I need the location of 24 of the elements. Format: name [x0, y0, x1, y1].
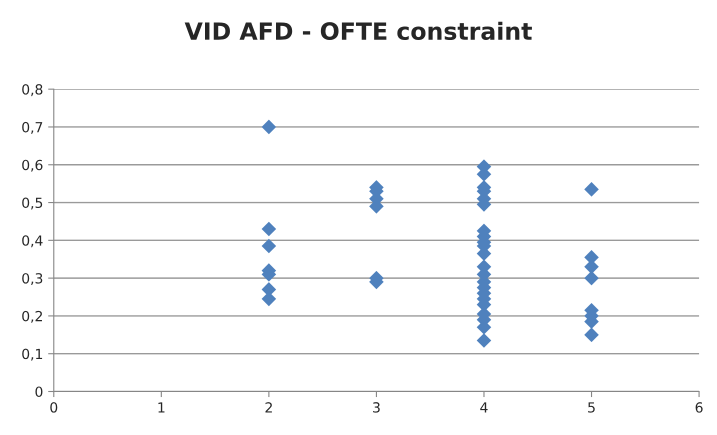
point — [262, 120, 276, 134]
y-tick-label: 0,3 — [22, 273, 42, 286]
y-tick-label: 0,5 — [22, 198, 42, 210]
x-tick-label: 6 — [696, 402, 703, 413]
x-tick-label: 5 — [588, 402, 595, 413]
point — [262, 222, 276, 236]
y-tick-label: 0,4 — [22, 235, 43, 248]
y-tick-label: 0 — [35, 386, 42, 397]
x-tick-label: 0 — [50, 402, 58, 413]
y-tick-label: 0,6 — [22, 160, 42, 172]
x-tick-label: 3 — [373, 402, 380, 413]
point — [262, 238, 276, 254]
y-tick-label: 0,8 — [22, 84, 42, 96]
point — [476, 333, 492, 348]
point — [584, 328, 599, 342]
y-tick-label: 0,7 — [22, 122, 42, 134]
y-tick-label: 0,2 — [22, 310, 42, 323]
y-tick-label: 0,1 — [22, 348, 42, 361]
point — [584, 182, 599, 197]
x-tick-label: 1 — [158, 402, 164, 412]
x-tick-label: 2 — [265, 402, 272, 412]
point — [584, 270, 599, 286]
x-tick-label: 4 — [480, 402, 488, 412]
chart-title: VID AFD - OFTE constraint — [184, 22, 532, 40]
